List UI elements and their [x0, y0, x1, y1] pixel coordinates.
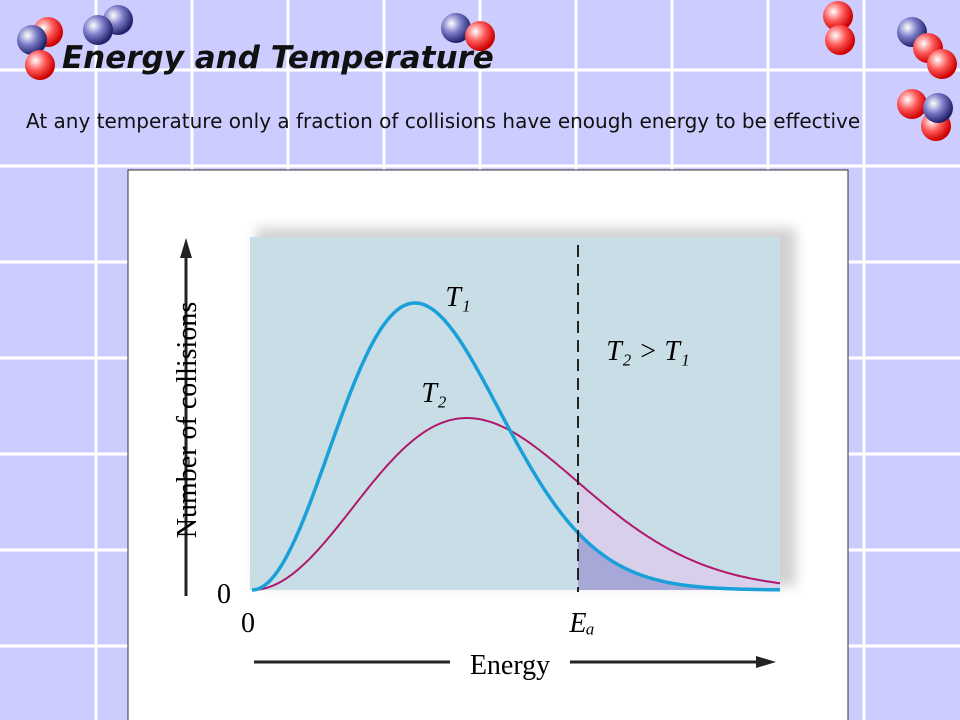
- relation-label: T₂ > T₁: [606, 336, 690, 367]
- slide-text: At any temperature only a fraction of co…: [26, 109, 861, 133]
- y-axis-label: Number of collisions: [172, 302, 203, 538]
- curve-label: T₂: [421, 378, 447, 409]
- x-axis-label: Energy: [470, 650, 550, 681]
- x-origin-label: 0: [241, 608, 255, 639]
- slide-title: Energy and Temperature: [62, 40, 494, 76]
- shaded-area-t2: [578, 482, 780, 590]
- curve-label: T₁: [445, 282, 470, 313]
- y-origin-label: 0: [217, 579, 231, 610]
- plot-panel: [250, 237, 780, 590]
- molecules: [17, 1, 957, 141]
- threshold-label: Eₐ: [568, 608, 594, 639]
- curve-t1: [251, 301, 780, 592]
- shaded-area-t1: [578, 532, 780, 590]
- curve-t2: [252, 417, 781, 591]
